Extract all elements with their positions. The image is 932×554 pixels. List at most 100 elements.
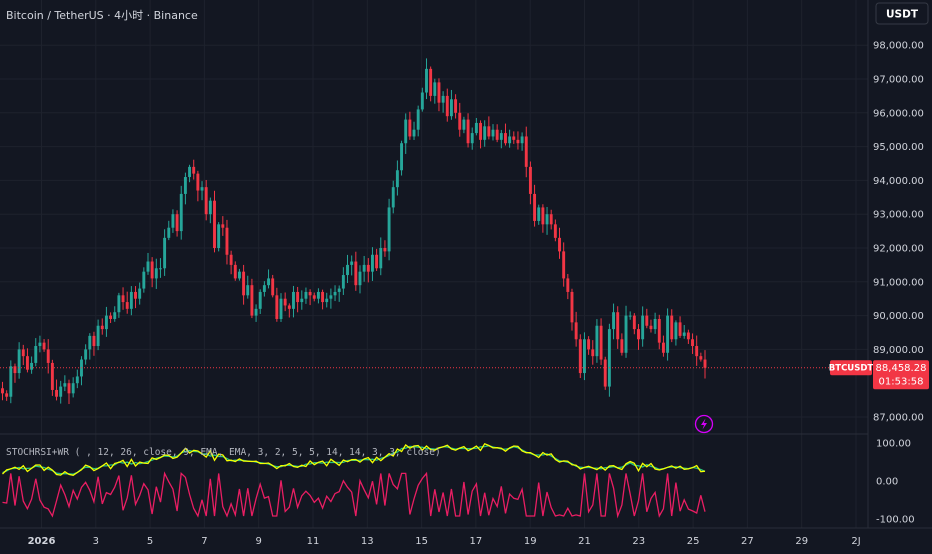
candle[interactable] xyxy=(242,264,246,305)
candle[interactable] xyxy=(154,258,158,289)
candle[interactable] xyxy=(624,305,628,358)
candle[interactable] xyxy=(67,379,71,405)
candle[interactable] xyxy=(129,286,133,316)
candle[interactable] xyxy=(603,356,607,390)
candle[interactable] xyxy=(17,342,21,379)
candle[interactable] xyxy=(312,292,316,302)
candle[interactable] xyxy=(254,304,258,322)
candle[interactable] xyxy=(229,250,233,275)
indicator-label[interactable]: STOCHRSI+WR ( , 12, 26, close, 9, EMA, E… xyxy=(6,447,441,458)
candle[interactable] xyxy=(225,219,229,265)
candle[interactable] xyxy=(541,204,545,233)
candle[interactable] xyxy=(308,289,312,306)
candle[interactable] xyxy=(674,320,678,346)
candle[interactable] xyxy=(395,160,399,196)
candle[interactable] xyxy=(491,124,495,141)
candle[interactable] xyxy=(699,352,703,362)
candle[interactable] xyxy=(50,359,54,396)
candle[interactable] xyxy=(599,318,603,365)
candle[interactable] xyxy=(150,257,154,288)
candle[interactable] xyxy=(163,229,167,276)
candle[interactable] xyxy=(412,121,416,140)
candle[interactable] xyxy=(329,288,333,309)
candle[interactable] xyxy=(138,282,142,305)
candle[interactable] xyxy=(420,87,424,112)
candle[interactable] xyxy=(516,131,520,150)
candle[interactable] xyxy=(221,216,225,236)
symbol-title[interactable]: Bitcoin / TetherUS · 4小时 · Binance xyxy=(6,9,198,22)
candle[interactable] xyxy=(292,285,295,318)
candle[interactable] xyxy=(271,274,275,298)
candle[interactable] xyxy=(84,344,88,365)
candle[interactable] xyxy=(462,116,466,134)
candle[interactable] xyxy=(558,227,561,259)
candle[interactable] xyxy=(167,220,171,241)
candle[interactable] xyxy=(196,170,200,202)
candle[interactable] xyxy=(341,267,345,295)
candle[interactable] xyxy=(350,255,354,276)
candle[interactable] xyxy=(21,344,25,366)
candle[interactable] xyxy=(279,293,283,322)
candle[interactable] xyxy=(30,356,34,374)
candle[interactable] xyxy=(42,339,46,352)
candle[interactable] xyxy=(445,88,449,122)
candle[interactable] xyxy=(566,273,570,300)
candle[interactable] xyxy=(612,303,616,340)
candle[interactable] xyxy=(362,255,366,282)
candle[interactable] xyxy=(55,379,58,401)
candle[interactable] xyxy=(637,324,640,350)
candle[interactable] xyxy=(682,325,686,339)
candle[interactable] xyxy=(587,336,591,355)
candle[interactable] xyxy=(512,131,516,144)
candle[interactable] xyxy=(204,179,208,221)
candle[interactable] xyxy=(703,350,707,379)
candle[interactable] xyxy=(649,319,653,333)
candle[interactable] xyxy=(104,306,108,337)
candle[interactable] xyxy=(533,184,537,227)
candle[interactable] xyxy=(59,380,63,404)
candle[interactable] xyxy=(333,285,337,302)
candle[interactable] xyxy=(474,118,478,136)
candle[interactable] xyxy=(582,332,586,381)
candles-layer[interactable] xyxy=(1,58,707,405)
candle[interactable] xyxy=(653,312,657,334)
candle[interactable] xyxy=(217,222,221,252)
candle[interactable] xyxy=(449,89,453,120)
candle[interactable] xyxy=(233,261,237,281)
candle[interactable] xyxy=(416,105,420,137)
candle[interactable] xyxy=(192,159,196,180)
candle[interactable] xyxy=(337,285,341,302)
candle[interactable] xyxy=(425,58,428,100)
candle[interactable] xyxy=(570,288,574,331)
candle[interactable] xyxy=(379,237,383,276)
candle[interactable] xyxy=(71,377,75,398)
candle[interactable] xyxy=(454,94,458,119)
candle[interactable] xyxy=(483,120,487,147)
candle[interactable] xyxy=(183,172,187,205)
candle[interactable] xyxy=(159,258,162,278)
candle[interactable] xyxy=(620,333,624,356)
candle[interactable] xyxy=(171,209,175,233)
candle[interactable] xyxy=(466,113,470,148)
candle[interactable] xyxy=(34,338,38,367)
candle[interactable] xyxy=(246,275,250,299)
candle[interactable] xyxy=(358,265,362,294)
candle[interactable] xyxy=(88,333,92,360)
candle[interactable] xyxy=(258,289,262,314)
candle[interactable] xyxy=(213,190,216,253)
candle[interactable] xyxy=(520,132,524,151)
candle[interactable] xyxy=(316,288,320,304)
candle[interactable] xyxy=(574,311,578,347)
candle[interactable] xyxy=(678,316,682,338)
candle[interactable] xyxy=(283,292,287,312)
candle[interactable] xyxy=(96,319,100,351)
candle[interactable] xyxy=(441,91,445,113)
candle[interactable] xyxy=(400,140,404,176)
candle[interactable] xyxy=(208,197,212,224)
candle[interactable] xyxy=(125,291,129,314)
candle[interactable] xyxy=(346,254,349,284)
candle[interactable] xyxy=(433,78,437,104)
candle[interactable] xyxy=(371,247,374,281)
currency-button[interactable]: USDT xyxy=(875,2,929,25)
